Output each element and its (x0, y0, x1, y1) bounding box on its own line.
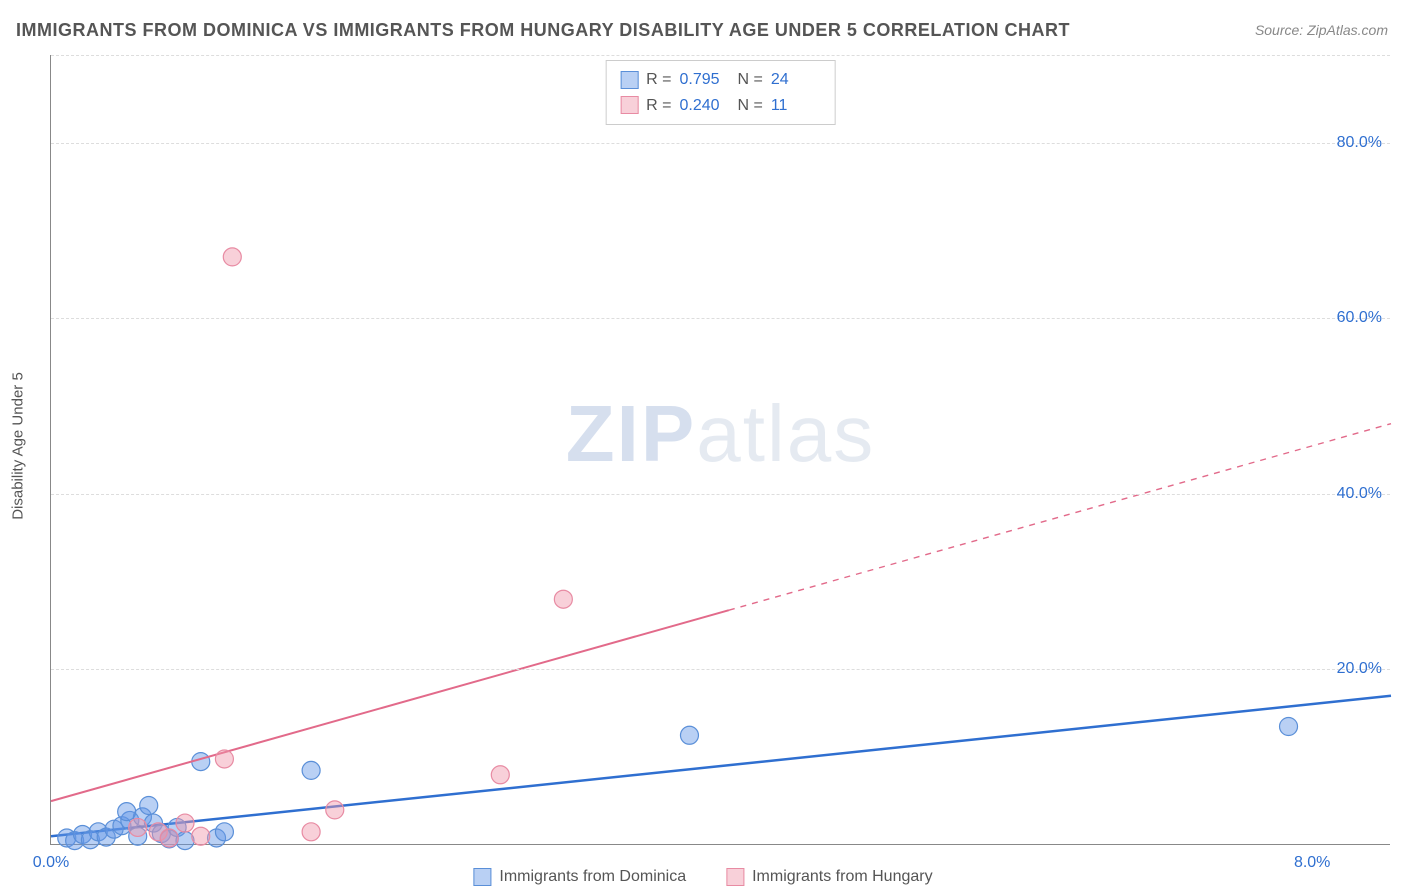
chart-svg (51, 55, 1390, 844)
plot-area: ZIPatlas R =0.795N =24R =0.240N =11 20.0… (50, 55, 1390, 845)
data-point-dominica (302, 761, 320, 779)
data-point-dominica (680, 726, 698, 744)
x-tick-label: 0.0% (33, 854, 69, 872)
data-point-dominica (176, 832, 194, 850)
regression-line-hungary (51, 610, 729, 801)
x-tick-label: 8.0% (1294, 854, 1330, 872)
chart-title: IMMIGRANTS FROM DOMINICA VS IMMIGRANTS F… (16, 20, 1070, 41)
legend-label-hungary: Immigrants from Hungary (752, 868, 933, 886)
data-point-hungary (223, 248, 241, 266)
r-label: R = (646, 67, 671, 93)
y-tick-label: 20.0% (1337, 660, 1382, 678)
data-point-hungary (129, 818, 147, 836)
legend-item-dominica: Immigrants from Dominica (473, 868, 686, 886)
r-value-dominica: 0.795 (680, 67, 730, 93)
data-point-hungary (491, 766, 509, 784)
n-value-dominica: 24 (771, 67, 821, 93)
stats-row-dominica: R = 0.795 N = 24 (620, 67, 821, 93)
stats-legend-box: R = 0.795 N = 24 R = 0.240 N = 11 (605, 60, 836, 125)
data-point-dominica (118, 803, 136, 821)
gridline (51, 318, 1390, 319)
gridline (51, 55, 1390, 56)
r-label: R = (646, 93, 671, 119)
n-value-hungary: 11 (771, 93, 821, 119)
data-point-hungary (554, 590, 572, 608)
swatch-hungary (620, 96, 638, 114)
data-point-hungary (302, 823, 320, 841)
data-point-hungary (176, 814, 194, 832)
swatch-dominica (620, 71, 638, 89)
legend-item-hungary: Immigrants from Hungary (726, 868, 933, 886)
gridline (51, 494, 1390, 495)
data-point-hungary (326, 801, 344, 819)
legend-swatch-dominica (473, 868, 491, 886)
legend-label-dominica: Immigrants from Dominica (499, 868, 686, 886)
data-point-hungary (215, 750, 233, 768)
y-tick-label: 40.0% (1337, 485, 1382, 503)
data-point-dominica (140, 797, 158, 815)
n-label: N = (738, 67, 763, 93)
n-label: N = (738, 93, 763, 119)
source-attribution: Source: ZipAtlas.com (1255, 22, 1388, 38)
bottom-legend: Immigrants from Dominica Immigrants from … (473, 868, 932, 886)
data-point-dominica (1280, 718, 1298, 736)
y-tick-label: 60.0% (1337, 309, 1382, 327)
data-point-hungary (160, 829, 178, 847)
regression-line-dashed-hungary (729, 424, 1391, 611)
regression-line-dominica (51, 696, 1391, 836)
r-value-hungary: 0.240 (680, 93, 730, 119)
data-point-hungary (192, 827, 210, 845)
gridline (51, 143, 1390, 144)
y-axis-label: Disability Age Under 5 (10, 372, 27, 520)
stats-row-hungary: R = 0.240 N = 11 (620, 93, 821, 119)
gridline (51, 669, 1390, 670)
y-tick-label: 80.0% (1337, 134, 1382, 152)
legend-swatch-hungary (726, 868, 744, 886)
data-point-dominica (215, 823, 233, 841)
